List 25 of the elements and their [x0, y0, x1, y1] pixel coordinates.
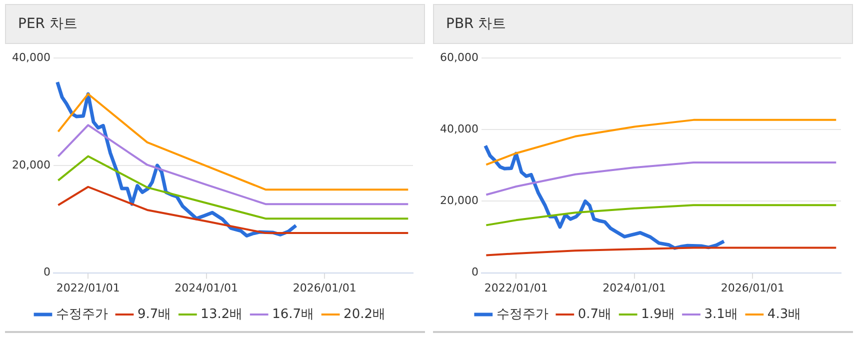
legend-label: 16.7배: [272, 306, 314, 322]
legend-label: 4.3배: [767, 306, 802, 322]
y-tick-label: 20,000: [12, 158, 50, 172]
x-tick-label: 2022/01/01: [484, 281, 548, 294]
x-tick-label: 2026/01/01: [292, 281, 356, 294]
x-tick-label: 2024/01/01: [174, 281, 238, 294]
y-tick-label: 40,000: [12, 50, 50, 64]
legend-label: 20.2배: [344, 306, 386, 322]
y-tick-label: 60,000: [440, 50, 478, 64]
legend-label: 13.2배: [200, 306, 243, 322]
legend-label: 수정주가: [56, 306, 108, 322]
legend-label: 0.7배: [578, 306, 612, 322]
legend-label: 1.9배: [641, 306, 675, 322]
chart-title: PER 차트: [5, 4, 425, 44]
y-tick-label: 0: [471, 266, 478, 279]
y-tick-label: 20,000: [440, 194, 478, 208]
legend-label: 9.7배: [137, 306, 172, 322]
chart-title: PBR 차트: [433, 4, 853, 44]
legend-label: 수정주가: [496, 306, 548, 322]
y-tick-label: 40,000: [440, 122, 478, 136]
x-tick-label: 2022/01/01: [56, 281, 120, 294]
x-tick-label: 2026/01/01: [720, 281, 784, 294]
legend-label: 3.1배: [704, 306, 738, 322]
y-tick-label: 0: [43, 266, 50, 279]
x-tick-label: 2024/01/01: [602, 281, 666, 294]
